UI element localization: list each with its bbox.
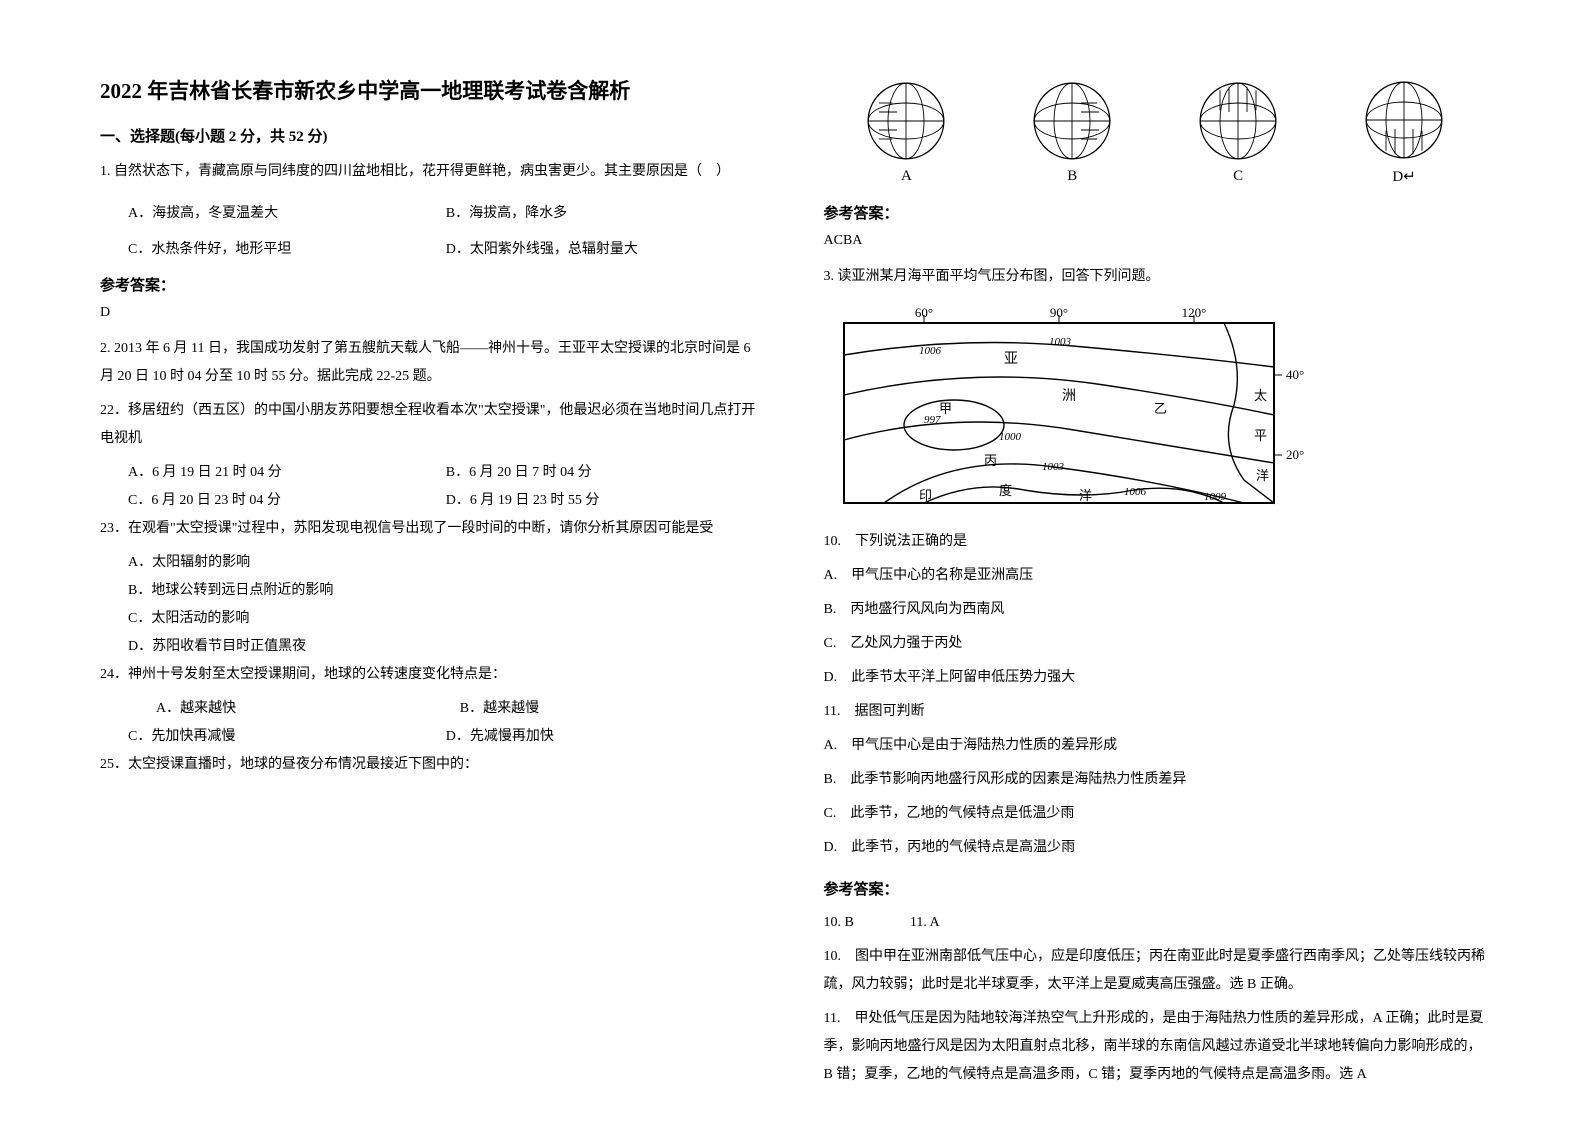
q10-b: B. 丙地盛行风风向为西南风 <box>824 596 1488 624</box>
answers2-exp11: 11. 甲处低气压是因为陆地较海洋热空气上升形成的，是由于海陆热力性质的差异形成… <box>824 1005 1488 1089</box>
lat-20: 20° <box>1286 447 1304 462</box>
q10-d: D. 此季节太平洋上阿留申低压势力强大 <box>824 664 1488 692</box>
label-yang2: 洋 <box>1256 468 1269 483</box>
globe-d-label: D↵ <box>1392 167 1415 186</box>
q11-a: A. 甲气压中心是由于海陆热力性质的差异形成 <box>824 732 1488 760</box>
q24-d: D．先减慢再加快 <box>446 723 764 751</box>
q24-a: A．越来越快 <box>156 695 460 723</box>
q1-opt-b: B．海拔高，降水多 <box>446 200 764 228</box>
globe-a-container: A <box>861 76 951 185</box>
q22-a: A．6 月 19 日 21 时 04 分 <box>128 459 446 487</box>
exam-title: 2022 年吉林省长春市新农乡中学高一地理联考试卷含解析 <box>100 75 764 105</box>
q1-opt-a: A．海拔高，冬夏温差大 <box>128 200 446 228</box>
globe-c-label: C <box>1233 168 1243 185</box>
lon-90: 90° <box>1049 305 1067 320</box>
q1-options-row1: A．海拔高，冬夏温差大 B．海拔高，降水多 <box>100 200 764 228</box>
globe-a-label: A <box>901 168 912 185</box>
globe-d-icon <box>1359 75 1449 165</box>
q22-row2: C．6 月 20 日 23 时 04 分 D．6 月 19 日 23 时 55 … <box>100 487 764 515</box>
q2-sub23: 23．在观看"太空授课"过程中，苏阳发现电视信号出现了一段时间的中断，请你分析其… <box>100 515 764 543</box>
q10-stem: 10. 下列说法正确的是 <box>824 528 1488 556</box>
globe-b-container: B <box>1027 76 1117 185</box>
q24-c: C．先加快再减慢 <box>128 723 446 751</box>
section-1-header: 一、选择题(每小题 2 分，共 52 分) <box>100 125 764 146</box>
label-jia: 甲 <box>939 401 952 416</box>
isobar-1003b: 1003 <box>1042 461 1065 473</box>
q23-a: A．太阳辐射的影响 <box>100 549 764 577</box>
isobar-1006b: 1006 <box>1124 486 1147 498</box>
pressure-map: 60° 90° 120° 40° 20° 1006 1003 997 1000 … <box>824 305 1488 520</box>
label-yin: 印 <box>919 488 932 503</box>
q22-b: B．6 月 20 日 7 时 04 分 <box>446 459 764 487</box>
q3-stem: 3. 读亚洲某月海平面平均气压分布图，回答下列问题。 <box>824 263 1488 291</box>
globe-b-icon <box>1027 76 1117 166</box>
q23-c: C．太阳活动的影响 <box>100 605 764 633</box>
label-ya: 亚 <box>1004 352 1018 367</box>
q23-d: D．苏阳收看节目时正值黑夜 <box>100 633 764 661</box>
left-column: 2022 年吉林省长春市新农乡中学高一地理联考试卷含解析 一、选择题(每小题 2… <box>100 75 764 1047</box>
q2-sub22: 22．移居纽约（西五区）的中国小朋友苏阳要想全程收看本次"太空授课"，他最迟必须… <box>100 397 764 453</box>
answers2-label: 参考答案： <box>824 878 1488 899</box>
right-column: A B <box>824 75 1488 1047</box>
q1-opt-d: D．太阳紫外线强，总辐射量大 <box>446 236 764 264</box>
q11-d: D. 此季节，丙地的气候特点是高温少雨 <box>824 834 1488 862</box>
q11-c: C. 此季节，乙地的气候特点是低温少雨 <box>824 800 1488 828</box>
q2-sub25: 25．太空授课直播时，地球的昼夜分布情况最接近下图中的： <box>100 751 764 779</box>
q2-intro: 2. 2013 年 6 月 11 日，我国成功发射了第五艘航天载人飞船——神州十… <box>100 335 764 391</box>
pressure-map-svg: 60° 90° 120° 40° 20° 1006 1003 997 1000 … <box>824 305 1314 515</box>
globe-c-container: C <box>1193 76 1283 185</box>
q22-d: D．6 月 19 日 23 时 55 分 <box>446 487 764 515</box>
q11-stem: 11. 据图可判断 <box>824 698 1488 726</box>
q1-answer: D <box>100 305 764 321</box>
isobar-1003a: 1003 <box>1049 336 1072 348</box>
q10-a: A. 甲气压中心的名称是亚洲高压 <box>824 562 1488 590</box>
q1-opt-c: C．水热条件好，地形平坦 <box>128 236 446 264</box>
q24-b: B．越来越慢 <box>460 695 764 723</box>
globes-answer: ACBA <box>824 233 1488 249</box>
globe-diagram-row: A B <box>824 75 1488 186</box>
label-du: 度 <box>999 483 1012 498</box>
label-ping: 平 <box>1254 428 1267 443</box>
lon-120: 120° <box>1181 305 1206 320</box>
globe-a-icon <box>861 76 951 166</box>
globe-b-label: B <box>1067 168 1077 185</box>
q11-b: B. 此季节影响丙地盛行风形成的因素是海陆热力性质差异 <box>824 766 1488 794</box>
q24-row1: A．越来越快 B．越来越慢 <box>100 695 764 723</box>
q1-answer-label: 参考答案： <box>100 274 764 295</box>
q2-sub24: 24．神州十号发射至太空授课期间，地球的公转速度变化特点是： <box>100 661 764 689</box>
label-yi: 乙 <box>1154 401 1167 416</box>
q24-row2: C．先加快再减慢 D．先减慢再加快 <box>100 723 764 751</box>
q23-b: B．地球公转到远日点附近的影响 <box>100 577 764 605</box>
isobar-1009: 1009 <box>1204 491 1227 503</box>
answers2-exp10: 10. 图中甲在亚洲南部低气压中心，应是印度低压；丙在南亚此时是夏季盛行西南季风… <box>824 943 1488 999</box>
globes-answer-label: 参考答案： <box>824 202 1488 223</box>
q10-c: C. 乙处风力强于丙处 <box>824 630 1488 658</box>
globe-d-container: D↵ <box>1359 75 1449 186</box>
label-bing: 丙 <box>984 453 997 468</box>
isobar-1006a: 1006 <box>919 345 942 357</box>
q22-row1: A．6 月 19 日 21 时 04 分 B．6 月 20 日 7 时 04 分 <box>100 459 764 487</box>
label-tai: 太 <box>1254 388 1267 403</box>
lat-40: 40° <box>1286 367 1304 382</box>
q1-stem: 1. 自然状态下，青藏高原与同纬度的四川盆地相比，花开得更鲜艳，病虫害更少。其主… <box>100 158 764 186</box>
isobar-1000: 1000 <box>999 431 1022 443</box>
lon-60: 60° <box>914 305 932 320</box>
q22-c: C．6 月 20 日 23 时 04 分 <box>128 487 446 515</box>
answers2-line1: 10. B 11. A <box>824 909 1488 937</box>
label-zhou: 洲 <box>1062 389 1076 404</box>
q1-options-row2: C．水热条件好，地形平坦 D．太阳紫外线强，总辐射量大 <box>100 236 764 264</box>
label-yang1: 洋 <box>1079 488 1092 503</box>
globe-c-icon <box>1193 76 1283 166</box>
